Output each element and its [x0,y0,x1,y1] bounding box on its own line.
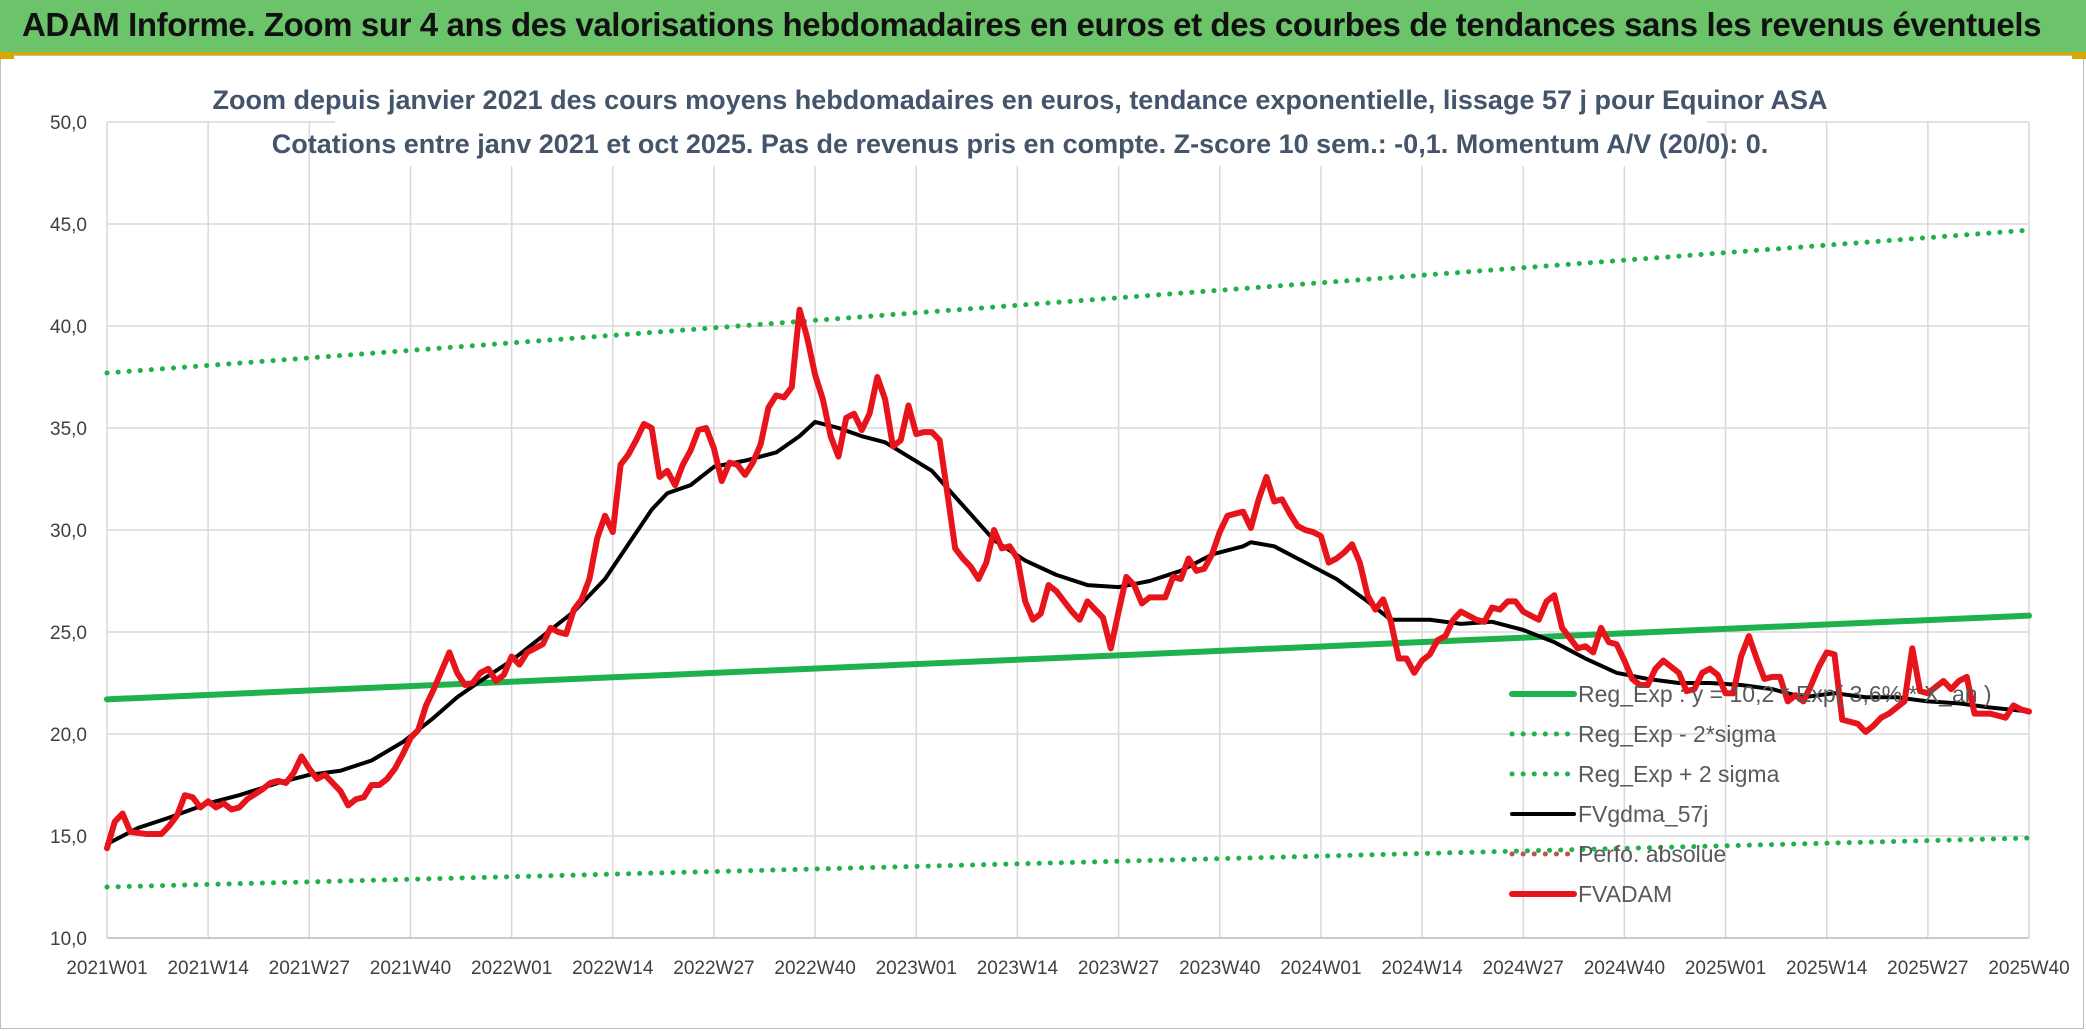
x-tick-label: 2021W01 [66,958,147,979]
x-tick-label: 2025W01 [1685,958,1766,979]
left-accent-mark [0,53,14,59]
x-tick-label: 2022W14 [572,958,654,979]
y-tick-label: 20,0 [50,725,87,746]
series-line-5 [104,306,2032,852]
series-lines [104,227,2032,890]
series-line-0 [104,612,2032,703]
y-tick-label: 45,0 [50,215,87,236]
legend-label-2: Reg_Exp + 2 sigma [1578,761,1780,787]
series-line-2 [104,227,2032,376]
x-tick-label: 2025W14 [1786,958,1868,979]
grid-lines [106,121,2030,939]
legend-label-3: FVgdma_57j [1578,801,1708,827]
x-tick-label: 2021W27 [269,958,350,979]
x-tick-label: 2025W40 [1988,958,2069,979]
x-tick-label: 2021W14 [167,958,249,979]
y-tick-label: 35,0 [50,419,87,440]
chart-title: Zoom depuis janvier 2021 des cours moyen… [213,85,1828,115]
y-tick-label: 15,0 [50,827,87,848]
chart-subtitle: Cotations entre janv 2021 et oct 2025. P… [272,129,1769,159]
y-axis-ticks: 10,0 15,0 20,0 25,0 30,0 35,0 40,0 45,0 50,0 [50,113,87,950]
x-tick-label: 2024W14 [1381,958,1463,979]
x-tick-label: 2022W01 [471,958,552,979]
x-tick-label: 2021W40 [370,958,451,979]
x-tick-label: 2022W40 [774,958,855,979]
right-accent-mark [2072,53,2086,59]
legend: Reg_Exp : y = 10,2 * Exp( 3,6% * X_an ) R… [1509,681,1992,907]
title-background [335,76,1707,166]
y-tick-label: 10,0 [50,929,87,950]
x-tick-label: 2024W27 [1483,958,1564,979]
legend-label-4: Perfo. absolue [1578,841,1726,867]
legend-label-5: FVADAM [1578,881,1672,907]
report-banner: ADAM Informe. Zoom sur 4 ans des valoris… [0,0,2086,55]
x-tick-label: 2024W01 [1280,958,1361,979]
y-tick-label: 40,0 [50,317,87,338]
legend-label-0: Reg_Exp : y = 10,2 * Exp( 3,6% * X_an ) [1578,681,1992,707]
chart-titles: Zoom depuis janvier 2021 des cours moyen… [213,76,1828,166]
report-title: ADAM Informe. Zoom sur 4 ans des valoris… [22,6,2042,43]
series-line-3 [105,419,2031,847]
x-tick-label: 2022W27 [673,958,754,979]
x-tick-label: 2024W40 [1584,958,1665,979]
legend-label-1: Reg_Exp - 2*sigma [1578,721,1776,747]
x-tick-label: 2023W27 [1078,958,1159,979]
x-tick-label: 2023W40 [1179,958,1260,979]
series-line-1 [104,835,2032,890]
x-axis-ticks: 2021W01 2021W14 2021W27 2021W40 2022W01 2022W… [66,958,2069,979]
x-tick-label: 2023W14 [977,958,1059,979]
x-tick-label: 2023W01 [876,958,957,979]
y-tick-label: 25,0 [50,623,87,644]
y-tick-label: 50,0 [50,113,87,134]
y-tick-label: 30,0 [50,521,87,542]
x-tick-label: 2025W27 [1887,958,1968,979]
chart-frame [0,55,2084,1029]
